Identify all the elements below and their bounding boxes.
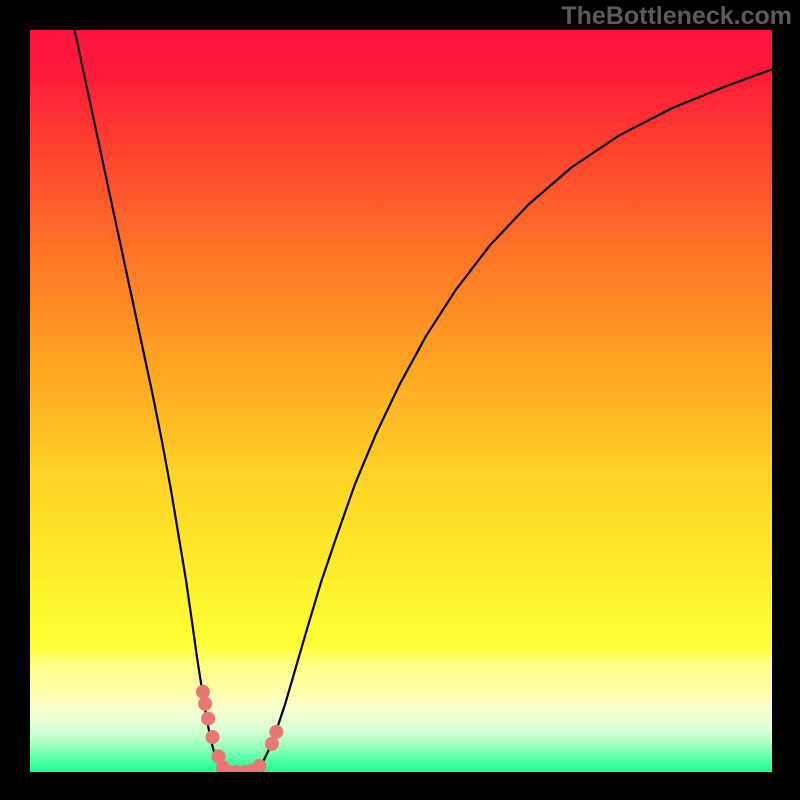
marker-point	[269, 725, 283, 739]
marker-point	[201, 712, 215, 726]
watermark-text: TheBottleneck.com	[561, 2, 792, 31]
curve-left	[75, 30, 772, 772]
marker-point	[206, 730, 220, 744]
chart-container: TheBottleneck.com	[0, 0, 800, 800]
marker-point	[198, 697, 212, 711]
curve-layer	[0, 0, 800, 800]
marker-point	[252, 759, 266, 773]
marker-point	[196, 685, 210, 699]
